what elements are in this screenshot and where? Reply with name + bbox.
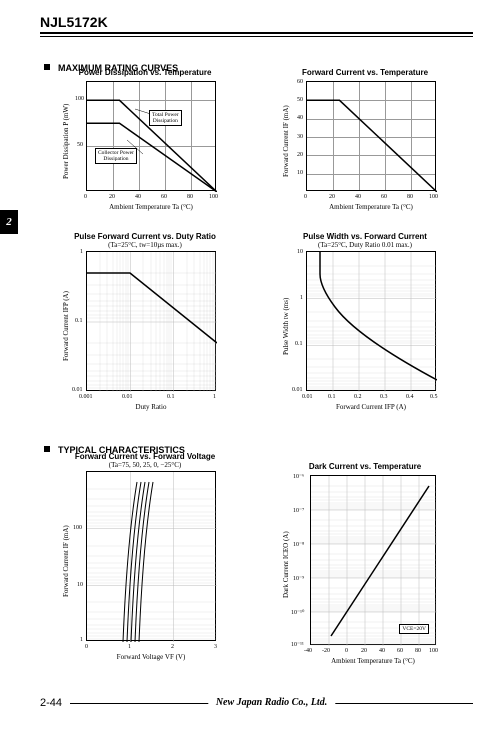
title-rule-thick: [40, 32, 473, 34]
page-title: NJL5172K: [40, 14, 108, 30]
chart2-ylabel: Forward Current IF (mA): [282, 91, 290, 191]
chart4-title: Pulse Width vs. Forward Current: [280, 232, 450, 241]
chart-power-dissipation: Power Dissipation vs. Temperature Power …: [60, 68, 230, 211]
chart3-subtitle: (Ta=25°C, tw=10µs max.): [60, 241, 230, 249]
chart-forward-iv: Forward Current vs. Forward Voltage (Ta=…: [60, 452, 230, 661]
chart1-lines: [87, 82, 217, 192]
chart1-plot: Total PowerDissipation Collector PowerDi…: [86, 81, 216, 191]
chart5-subtitle: (Ta=75, 50, 25, 0, −25°C): [60, 461, 230, 469]
page-tab: 2: [0, 210, 18, 234]
publisher-name: New Japan Radio Co., Ltd.: [208, 697, 335, 708]
chart5-title: Forward Current vs. Forward Voltage: [60, 452, 230, 461]
chart6-grid: [311, 476, 437, 646]
chart6-xlabel: Ambient Temperature Ta (°C): [310, 657, 436, 665]
chart2-line: [307, 82, 437, 192]
page-number: 2-44: [40, 697, 62, 709]
chart-forward-current-temp: Forward Current vs. Temperature Forward …: [280, 68, 450, 211]
chart6-title: Dark Current vs. Temperature: [280, 462, 450, 471]
page-footer: 2-44 New Japan Radio Co., Ltd.: [40, 697, 473, 709]
chart2-xlabel: Ambient Temperature Ta (°C): [306, 203, 436, 211]
chart-dark-current: Dark Current vs. Temperature Dark Curren…: [280, 462, 450, 665]
chart1-xlabel: Ambient Temperature Ta (°C): [86, 203, 216, 211]
chart6-plot: VCE=20V 10⁻⁶ 10⁻⁷ 10⁻⁸ 10⁻⁹ 10⁻¹⁰ 10⁻¹¹ …: [310, 475, 436, 645]
chart4-xlabel: Forward Current IFP (A): [306, 403, 436, 411]
chart1-ann2: Collector PowerDissipation: [95, 148, 137, 164]
chart5-ylabel: Forward Current IF (mA): [62, 501, 70, 621]
chart3-grid: [87, 252, 217, 392]
chart1-title: Power Dissipation vs. Temperature: [60, 68, 230, 77]
chart5-grid: [87, 472, 217, 642]
chart3-title: Pulse Forward Current vs. Duty Ratio: [60, 232, 230, 241]
chart4-ylabel: Pulse Width tw (ms): [282, 271, 290, 381]
chart3-ylabel: Forward Current IFP (A): [62, 271, 70, 381]
chart-pulse-current-duty: Pulse Forward Current vs. Duty Ratio (Ta…: [60, 232, 230, 411]
chart6-ann: VCE=20V: [399, 624, 429, 634]
chart2-title: Forward Current vs. Temperature: [280, 68, 450, 77]
section-marker-icon-2: [44, 446, 50, 452]
chart4-plot: 10 1 0.1 0.01 0.01 0.1 0.2 0.3 0.4 0.5: [306, 251, 436, 391]
footer-rule: New Japan Radio Co., Ltd.: [70, 703, 473, 704]
chart5-plot: 100 10 1 0 1 2 3: [86, 471, 216, 641]
chart1-ylabel: Power Dissipation P (mW): [62, 91, 70, 191]
chart4-subtitle: (Ta=25°C, Duty Ratio 0.01 max.): [280, 241, 450, 249]
chart5-xlabel: Forward Voltage VF (V): [86, 653, 216, 661]
chart6-ylabel: Dark Current ICEO (A): [282, 505, 290, 625]
chart3-xlabel: Duty Ratio: [86, 403, 216, 411]
chart1-ann1: Total PowerDissipation: [149, 110, 182, 126]
chart3-plot: 1 0.1 0.01 0.001 0.01 0.1 1: [86, 251, 216, 391]
chart2-plot: 60 50 40 30 20 10 0 20 40 60 80 100: [306, 81, 436, 191]
section-marker-icon: [44, 64, 50, 70]
chart4-grid: [307, 252, 437, 392]
chart-pulse-width: Pulse Width vs. Forward Current (Ta=25°C…: [280, 232, 450, 411]
title-rule-thin: [40, 36, 473, 37]
